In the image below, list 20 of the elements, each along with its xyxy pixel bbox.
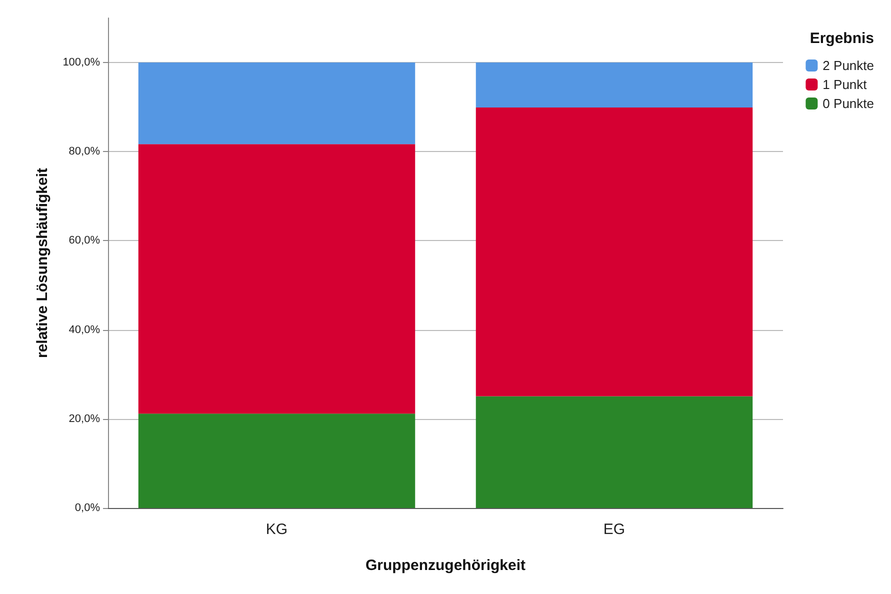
legend-label: 1 Punkt [822,77,868,92]
y-tick-label: 100,0% [62,56,100,69]
x-axis-title: Gruppenzugehörigkeit [365,557,526,574]
y-tick-label: 0,0% [74,502,100,514]
legend-label: 0 Punkte [822,96,874,111]
y-tick-label: 80,0% [68,146,100,158]
legend-label: 2 Punkte [822,58,874,73]
bar [476,108,753,396]
bar [476,62,753,108]
y-tick-label: 20,0% [68,412,100,425]
x-tick-label: EG [603,521,626,538]
legend-title: Ergebnis [810,30,874,47]
bar [476,396,753,508]
bar [138,144,416,414]
y-tick-label: 60,0% [68,234,100,247]
bar [138,62,416,144]
x-tick-label: KG [266,521,288,538]
y-axis-title: relative Lösungshäufigkeit [34,168,51,358]
bar [138,414,416,508]
y-tick-label: 40,0% [68,324,100,336]
